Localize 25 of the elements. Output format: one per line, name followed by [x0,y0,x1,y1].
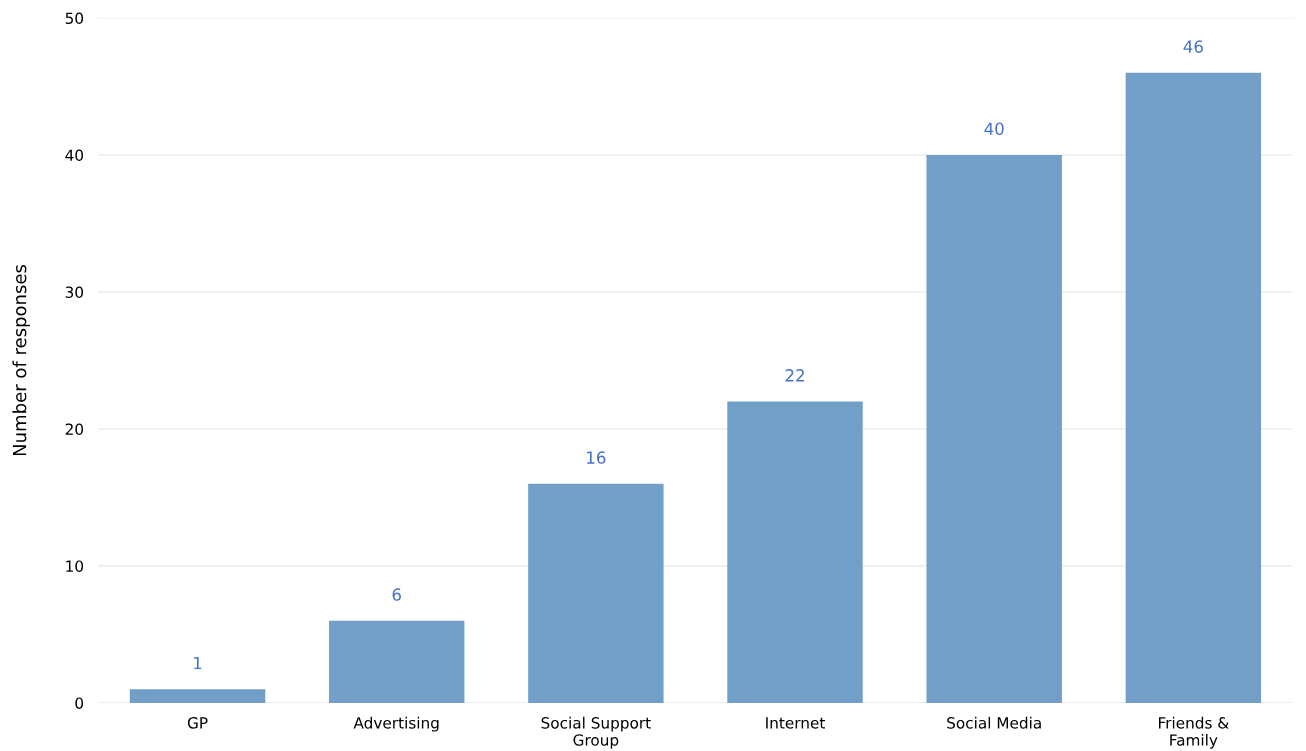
bar [1125,72,1262,703]
y-tick-label: 20 [65,423,84,435]
x-tick-label: Internet [766,717,825,729]
y-tick-label: 50 [65,12,84,25]
bar [528,483,664,703]
x-tick-label: GP [187,717,208,729]
x-tick-label: Friends & Family [1159,716,1229,749]
x-tick-label: Social Support Group [541,716,651,749]
y-axis-title: Number of responses [12,264,30,456]
data-label: 1 [194,656,202,670]
y-tick-label: 0 [75,697,84,709]
y-tick-label: 30 [65,286,84,299]
data-label: 40 [984,122,1004,136]
bar [926,155,1062,703]
bar [129,689,266,703]
x-tick-label: Social Media [947,716,1041,729]
data-label: 6 [392,588,401,601]
bar [328,620,465,703]
data-label: 16 [587,451,606,464]
y-tick-label: 10 [66,560,84,572]
data-label: 22 [785,369,804,382]
bar [727,401,863,703]
data-label: 46 [1183,40,1203,53]
y-tick-label: 40 [65,149,84,162]
x-tick-label: Advertising [353,716,439,732]
